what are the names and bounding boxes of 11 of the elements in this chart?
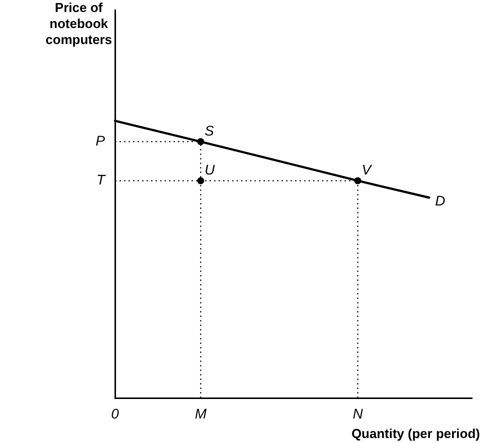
x-tick-label: M [194,405,207,422]
annotation: U [204,162,216,178]
series-label: D [435,192,446,209]
annotation: V [362,162,373,178]
x-tick-label: N [352,405,364,422]
ref-line-label: T [96,172,106,188]
ref-line-label: P [96,132,106,149]
annotation: S [204,122,215,139]
text: Price of notebook computers [46,0,112,48]
x-tick-label: 0 [111,405,120,422]
x-axis-title: Quantity (per period) [351,426,480,442]
